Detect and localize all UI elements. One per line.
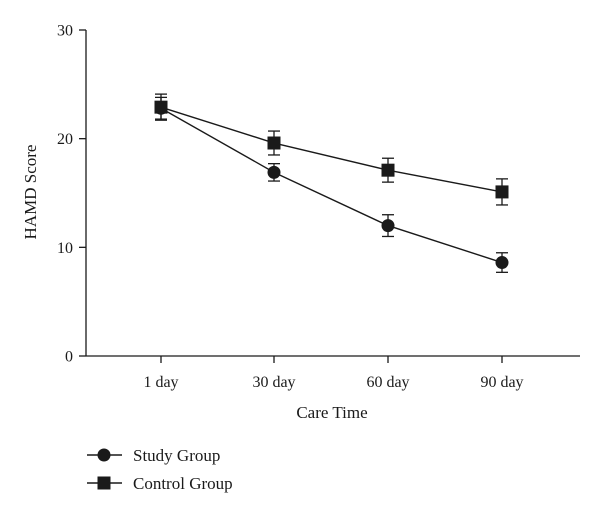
x-tick-label: 60 day xyxy=(366,374,409,391)
legend-label: Control Group xyxy=(133,474,233,493)
y-axis-label: HAMD Score xyxy=(21,145,40,240)
data-point xyxy=(381,219,395,233)
data-point xyxy=(381,163,395,177)
legend-item: Control Group xyxy=(87,474,233,493)
y-axis-ticks: 0 10 20 30 xyxy=(57,23,86,366)
data-point xyxy=(495,185,509,199)
legend-square-marker xyxy=(97,476,111,490)
x-axis-label: Care Time xyxy=(296,403,367,422)
axes xyxy=(85,30,580,357)
legend-item: Study Group xyxy=(87,446,220,465)
y-tick-label: 30 xyxy=(57,23,73,40)
x-tick-label: 1 day xyxy=(143,374,178,391)
y-tick-label: 0 xyxy=(65,349,73,366)
legend: Study Group Control Group xyxy=(87,446,233,493)
legend-circle-marker xyxy=(97,448,111,462)
series-layer xyxy=(154,93,509,273)
series-line xyxy=(160,106,503,193)
x-axis-ticks: 1 day 30 day 60 day 90 day xyxy=(143,356,524,391)
series-study-group xyxy=(154,96,509,273)
x-tick-label: 30 day xyxy=(252,374,295,391)
y-tick-label: 10 xyxy=(57,240,73,257)
data-point xyxy=(154,100,168,114)
x-tick-label: 90 day xyxy=(480,374,523,391)
y-tick-label: 20 xyxy=(57,131,73,148)
data-point xyxy=(267,165,281,179)
data-point xyxy=(495,256,509,270)
series-line xyxy=(160,107,503,264)
legend-label: Study Group xyxy=(133,446,220,465)
data-point xyxy=(267,136,281,150)
series-control-group xyxy=(154,93,509,206)
